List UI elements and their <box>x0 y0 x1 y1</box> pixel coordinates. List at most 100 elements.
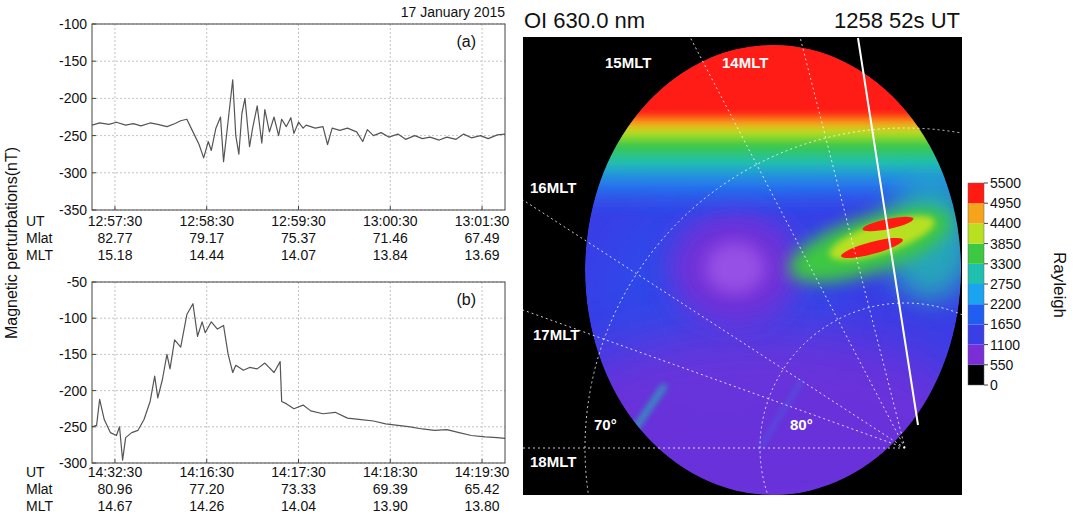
colorbar-cell <box>968 244 984 264</box>
grid-line <box>298 24 299 210</box>
colorbar-tick <box>984 223 988 224</box>
y-tick-label: -100 <box>59 16 87 32</box>
colorbar-tick <box>984 344 988 345</box>
colorbar-tick <box>984 364 988 365</box>
plot-background <box>92 282 505 463</box>
tick-mark <box>482 206 483 210</box>
aurora-patch <box>781 192 960 298</box>
tick-mark <box>114 206 115 210</box>
line-panel: -300-250-200-150-100-50UT14:32:3014:16:3… <box>26 274 510 514</box>
grid-line <box>482 282 483 463</box>
x-row-label: 13.90 <box>373 498 408 514</box>
colorbar-label: 3850 <box>990 236 1021 252</box>
map-label: 70° <box>594 416 617 433</box>
x-row-label: 13.69 <box>465 247 500 263</box>
x-row-label: 67.49 <box>465 230 500 246</box>
colorbar-cell <box>968 223 984 243</box>
sky-image-panel: OI 630.0 nm1258 52s UT15MLT14MLT16MLT17M… <box>523 8 1081 525</box>
colorbar-label: 4950 <box>990 195 1021 211</box>
tick-mark <box>206 206 207 210</box>
plot-frame <box>92 24 505 210</box>
colorbar-cell <box>968 345 984 365</box>
y-tick-label: -200 <box>59 90 87 106</box>
image-title: OI 630.0 nm <box>524 8 645 33</box>
x-row-label: 13.84 <box>373 247 408 263</box>
tick-mark <box>92 24 96 25</box>
colorbar-cell <box>968 203 984 223</box>
map-label: 16MLT <box>530 179 576 196</box>
colorbar-cell <box>968 183 984 203</box>
x-row-label: 15.18 <box>97 247 132 263</box>
tick-mark <box>206 459 207 463</box>
y-tick-label: -300 <box>59 165 87 181</box>
x-row-label: 75.37 <box>281 230 316 246</box>
line-panel: -350-300-250-200-150-100UT12:57:3012:58:… <box>26 4 510 263</box>
row-header: UT <box>26 464 45 480</box>
aurora-streak <box>598 385 665 482</box>
sky-glow <box>705 242 765 294</box>
mlt-meridian <box>523 310 905 448</box>
grid-line <box>298 282 299 463</box>
y-axis-title: Magnetic perturbations(nT) <box>3 147 20 339</box>
colorbar-label: 0 <box>990 377 998 393</box>
colorbar-tick <box>984 183 988 184</box>
x-row-label: 14.07 <box>281 247 316 263</box>
colorbar-label: 2750 <box>990 276 1021 292</box>
colorbar-tick <box>984 263 988 264</box>
tick-mark <box>92 390 96 391</box>
grid-line <box>390 24 391 210</box>
x-tick-label: 12:57:30 <box>88 213 143 229</box>
grid-line <box>390 282 391 463</box>
x-row-label: 69.39 <box>373 481 408 497</box>
x-tick-label: 14:19:30 <box>455 464 510 480</box>
x-tick-label: 13:01:30 <box>455 213 510 229</box>
x-row-label: 79.17 <box>189 230 224 246</box>
colorbar-tick <box>984 284 988 285</box>
figure: Magnetic perturbations(nT)-350-300-250-2… <box>0 0 1081 525</box>
series-line <box>92 304 505 460</box>
colorbar-label: 4400 <box>990 215 1021 231</box>
tick-mark <box>92 98 96 99</box>
mlt-meridian <box>523 448 905 449</box>
x-tick-label: 12:58:30 <box>179 213 234 229</box>
x-row-label: 14.67 <box>97 498 132 514</box>
x-tick-label: 14:18:30 <box>363 464 418 480</box>
tick-mark <box>298 459 299 463</box>
x-row-label: 13.80 <box>465 498 500 514</box>
colorbar-label: 5500 <box>990 175 1021 191</box>
tick-mark <box>92 61 96 62</box>
colorbar-cell <box>968 264 984 284</box>
aurora-core <box>840 234 905 262</box>
map-label: 80° <box>790 416 813 433</box>
colorbar-tick <box>984 304 988 305</box>
map-label: 15MLT <box>605 54 651 71</box>
x-tick-label: 14:32:30 <box>88 464 143 480</box>
latitude-circle <box>585 128 962 495</box>
y-tick-label: -100 <box>59 310 87 326</box>
data-group <box>92 80 505 162</box>
colorbar-frame <box>968 183 984 385</box>
x-row-label: 14.44 <box>189 247 224 263</box>
tick-mark <box>482 459 483 463</box>
x-row-label: 73.33 <box>281 481 316 497</box>
colorbar-label: 550 <box>990 357 1014 373</box>
tick-mark <box>92 426 96 427</box>
x-row-label: 80.96 <box>97 481 132 497</box>
y-tick-label: -250 <box>59 419 87 435</box>
series-line <box>92 80 505 162</box>
map-label: 14MLT <box>722 54 768 71</box>
tick-mark <box>92 354 96 355</box>
colorbar-tick <box>984 385 988 386</box>
data-group <box>92 304 505 460</box>
y-tick-label: -250 <box>59 128 87 144</box>
coordinate-grid <box>523 37 962 495</box>
colorbar-cell <box>968 284 984 304</box>
grid-line <box>114 282 115 463</box>
grid-line <box>482 24 483 210</box>
x-tick-label: 12:59:30 <box>271 213 326 229</box>
mlt-meridian <box>523 200 905 448</box>
colorbar-label: 1100 <box>990 337 1020 353</box>
y-tick-label: -150 <box>59 53 87 69</box>
tick-mark <box>92 172 96 173</box>
grid-line <box>92 98 505 99</box>
